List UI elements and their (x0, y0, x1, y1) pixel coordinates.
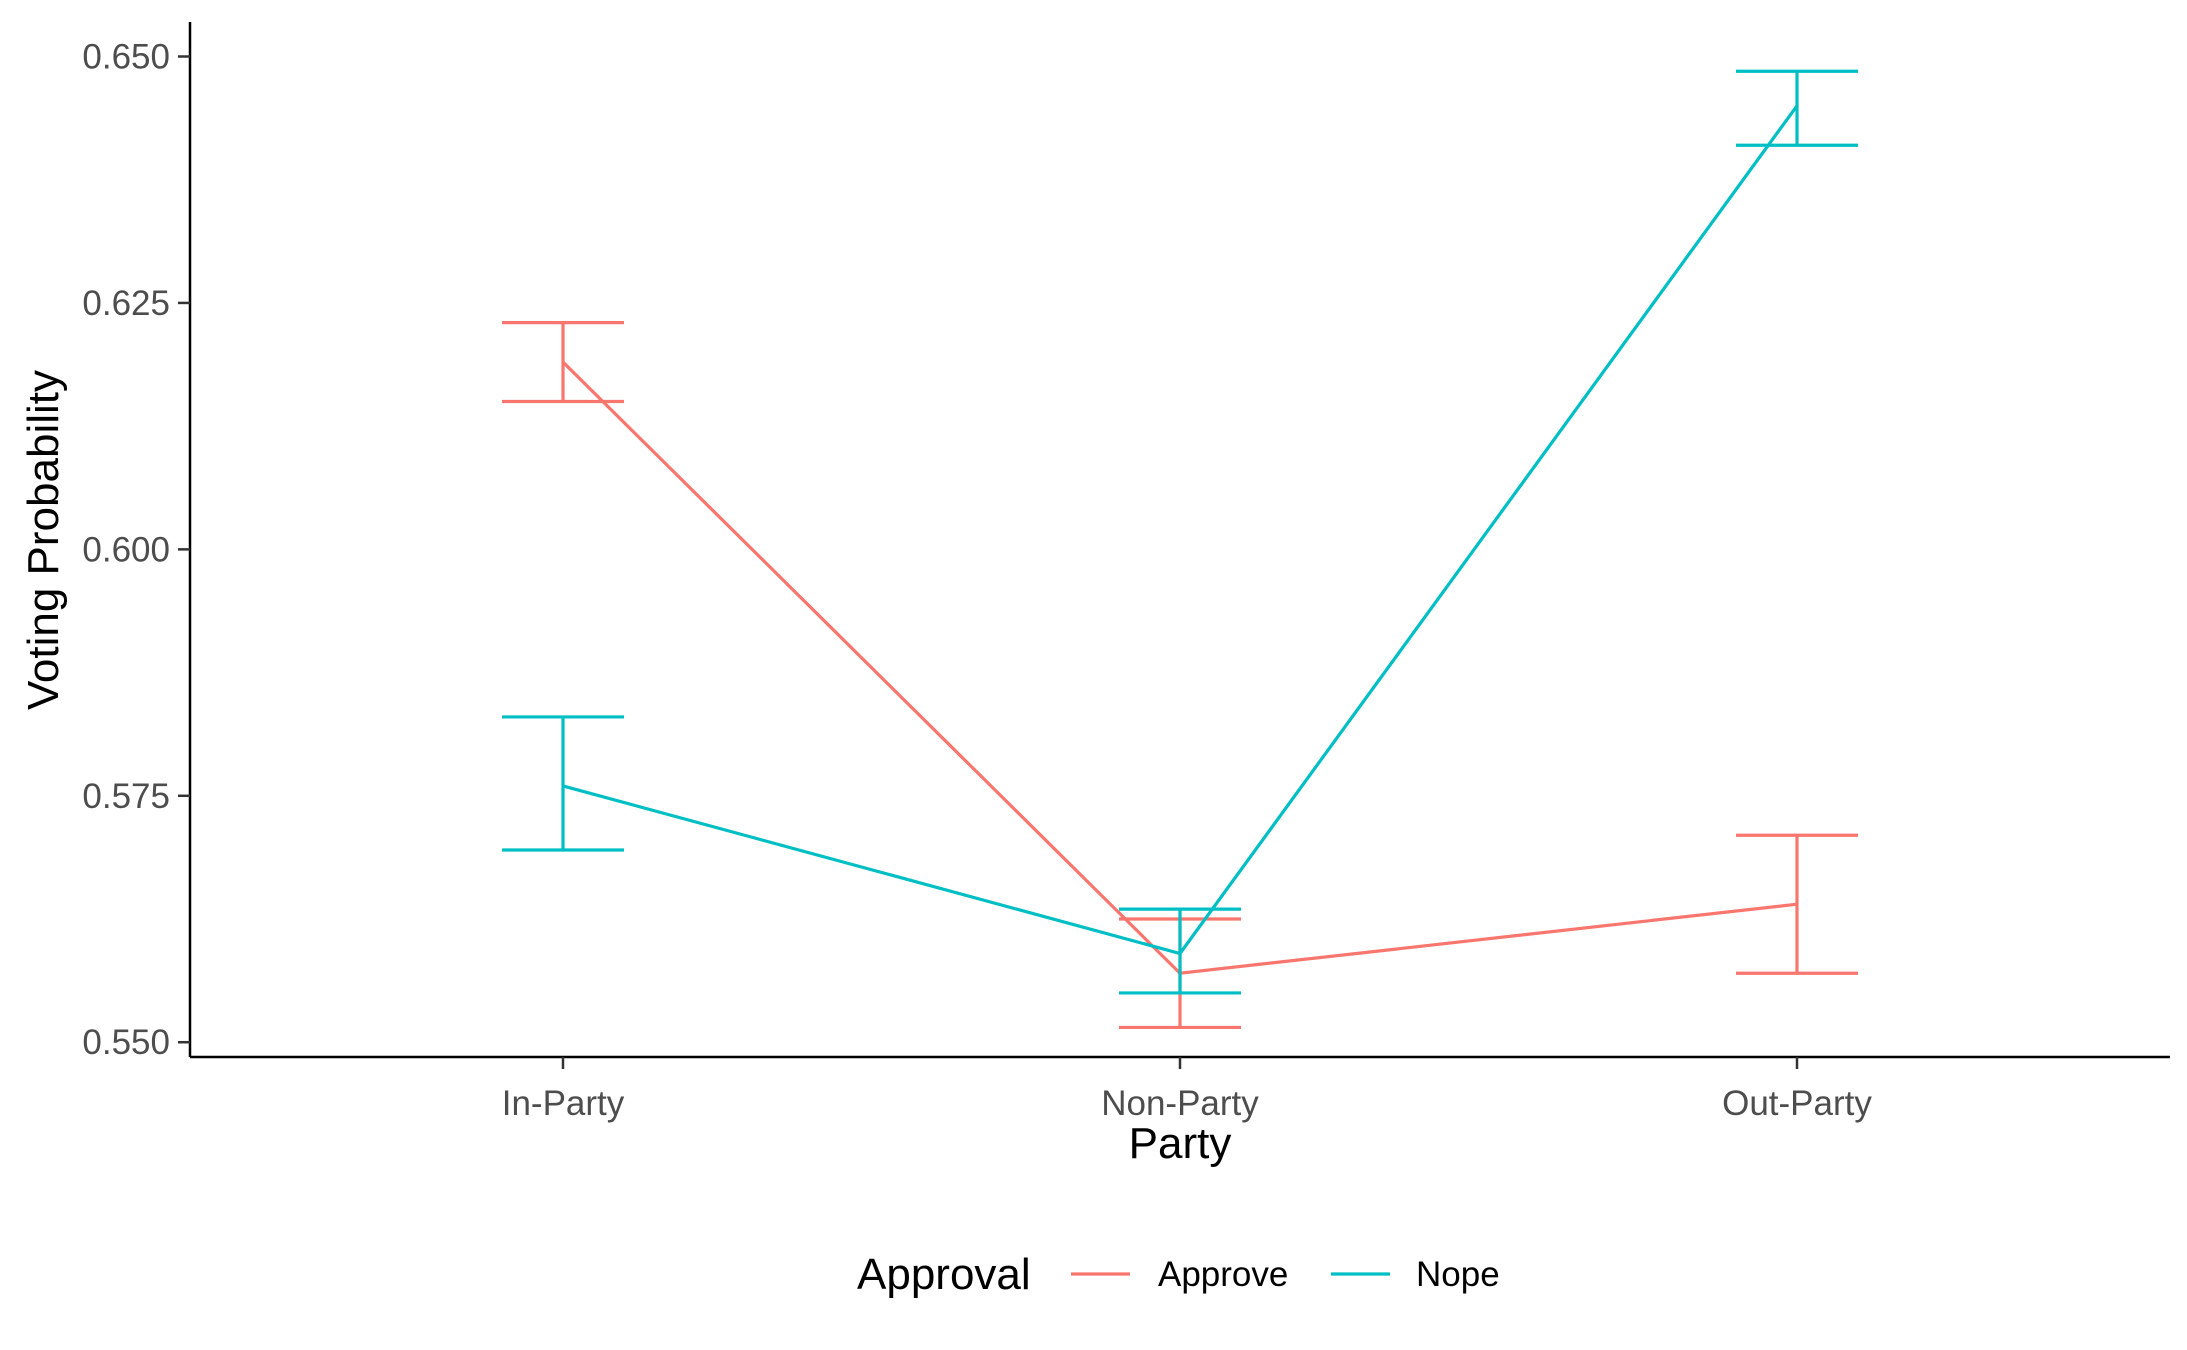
legend-label-approve: Approve (1158, 1255, 1288, 1294)
plot-series (502, 69, 1858, 1030)
y-axis-title: Voting Probability (19, 370, 68, 710)
y-tick-label: 0.575 (82, 777, 170, 816)
x-tick-label: Non-Party (1101, 1084, 1259, 1123)
legend-item-nope: Nope (1331, 1255, 1500, 1294)
y-tick-label: 0.600 (82, 530, 170, 569)
x-tick-label: In-Party (502, 1084, 625, 1123)
legend-items: Approve Nope (1071, 1255, 1500, 1294)
error-bar-nope (502, 715, 624, 852)
y-tick-label: 0.550 (82, 1023, 170, 1062)
y-tick-label: 0.650 (82, 38, 170, 77)
x-axis-ticks: In-Party Non-Party Out-Party (502, 1057, 1872, 1123)
legend-item-approve: Approve (1071, 1255, 1288, 1294)
series-line-nope (562, 104, 1799, 956)
x-axis-title: Party (1129, 1119, 1232, 1168)
y-tick-label: 0.625 (82, 284, 170, 323)
series-nope (502, 69, 1858, 995)
legend: Approval Approve Nope (857, 1250, 1500, 1299)
legend-label-nope: Nope (1416, 1255, 1500, 1294)
error-bar-approve (502, 321, 624, 404)
legend-title: Approval (857, 1250, 1031, 1299)
y-axis-ticks: 0.550 0.575 0.600 0.625 0.650 (82, 38, 190, 1062)
series-line-approve (561, 360, 1798, 975)
x-tick-label: Out-Party (1722, 1084, 1872, 1123)
